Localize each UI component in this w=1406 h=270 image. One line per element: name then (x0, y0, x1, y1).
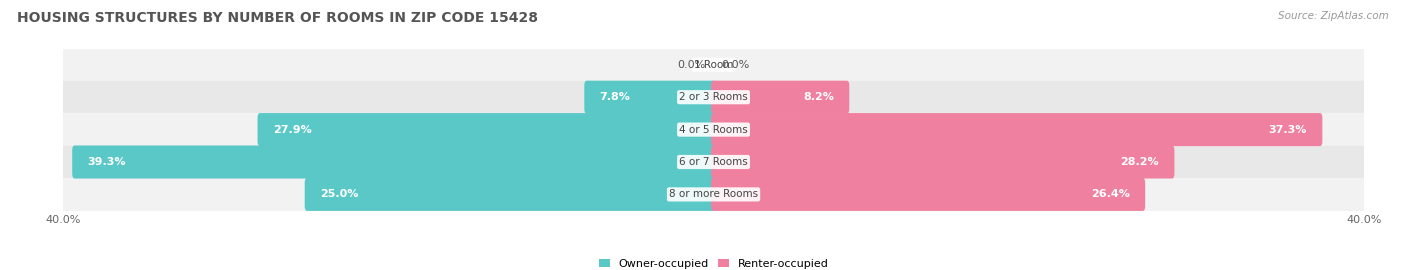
Text: 26.4%: 26.4% (1091, 189, 1130, 200)
Text: 28.2%: 28.2% (1121, 157, 1159, 167)
Bar (63, 178, 1364, 211)
Text: 1 Room: 1 Room (693, 60, 734, 70)
FancyBboxPatch shape (711, 113, 1323, 146)
Text: 0.0%: 0.0% (678, 60, 706, 70)
FancyBboxPatch shape (711, 178, 1144, 211)
Text: Source: ZipAtlas.com: Source: ZipAtlas.com (1278, 11, 1389, 21)
FancyBboxPatch shape (585, 81, 716, 114)
Text: HOUSING STRUCTURES BY NUMBER OF ROOMS IN ZIP CODE 15428: HOUSING STRUCTURES BY NUMBER OF ROOMS IN… (17, 11, 538, 25)
Text: 25.0%: 25.0% (321, 189, 359, 200)
Bar (63, 146, 1364, 178)
Text: 27.9%: 27.9% (273, 124, 312, 135)
Text: 39.3%: 39.3% (87, 157, 127, 167)
Legend: Owner-occupied, Renter-occupied: Owner-occupied, Renter-occupied (595, 254, 832, 270)
Text: 37.3%: 37.3% (1268, 124, 1308, 135)
Text: 4 or 5 Rooms: 4 or 5 Rooms (679, 124, 748, 135)
Text: 7.8%: 7.8% (600, 92, 631, 102)
FancyBboxPatch shape (305, 178, 716, 211)
FancyBboxPatch shape (711, 81, 849, 114)
Text: 0.0%: 0.0% (721, 60, 749, 70)
Text: 2 or 3 Rooms: 2 or 3 Rooms (679, 92, 748, 102)
Text: 8.2%: 8.2% (803, 92, 834, 102)
Bar (63, 81, 1364, 113)
Text: 8 or more Rooms: 8 or more Rooms (669, 189, 758, 200)
FancyBboxPatch shape (711, 146, 1174, 178)
Bar (63, 113, 1364, 146)
Bar (63, 49, 1364, 81)
FancyBboxPatch shape (257, 113, 716, 146)
Text: 6 or 7 Rooms: 6 or 7 Rooms (679, 157, 748, 167)
FancyBboxPatch shape (72, 146, 716, 178)
